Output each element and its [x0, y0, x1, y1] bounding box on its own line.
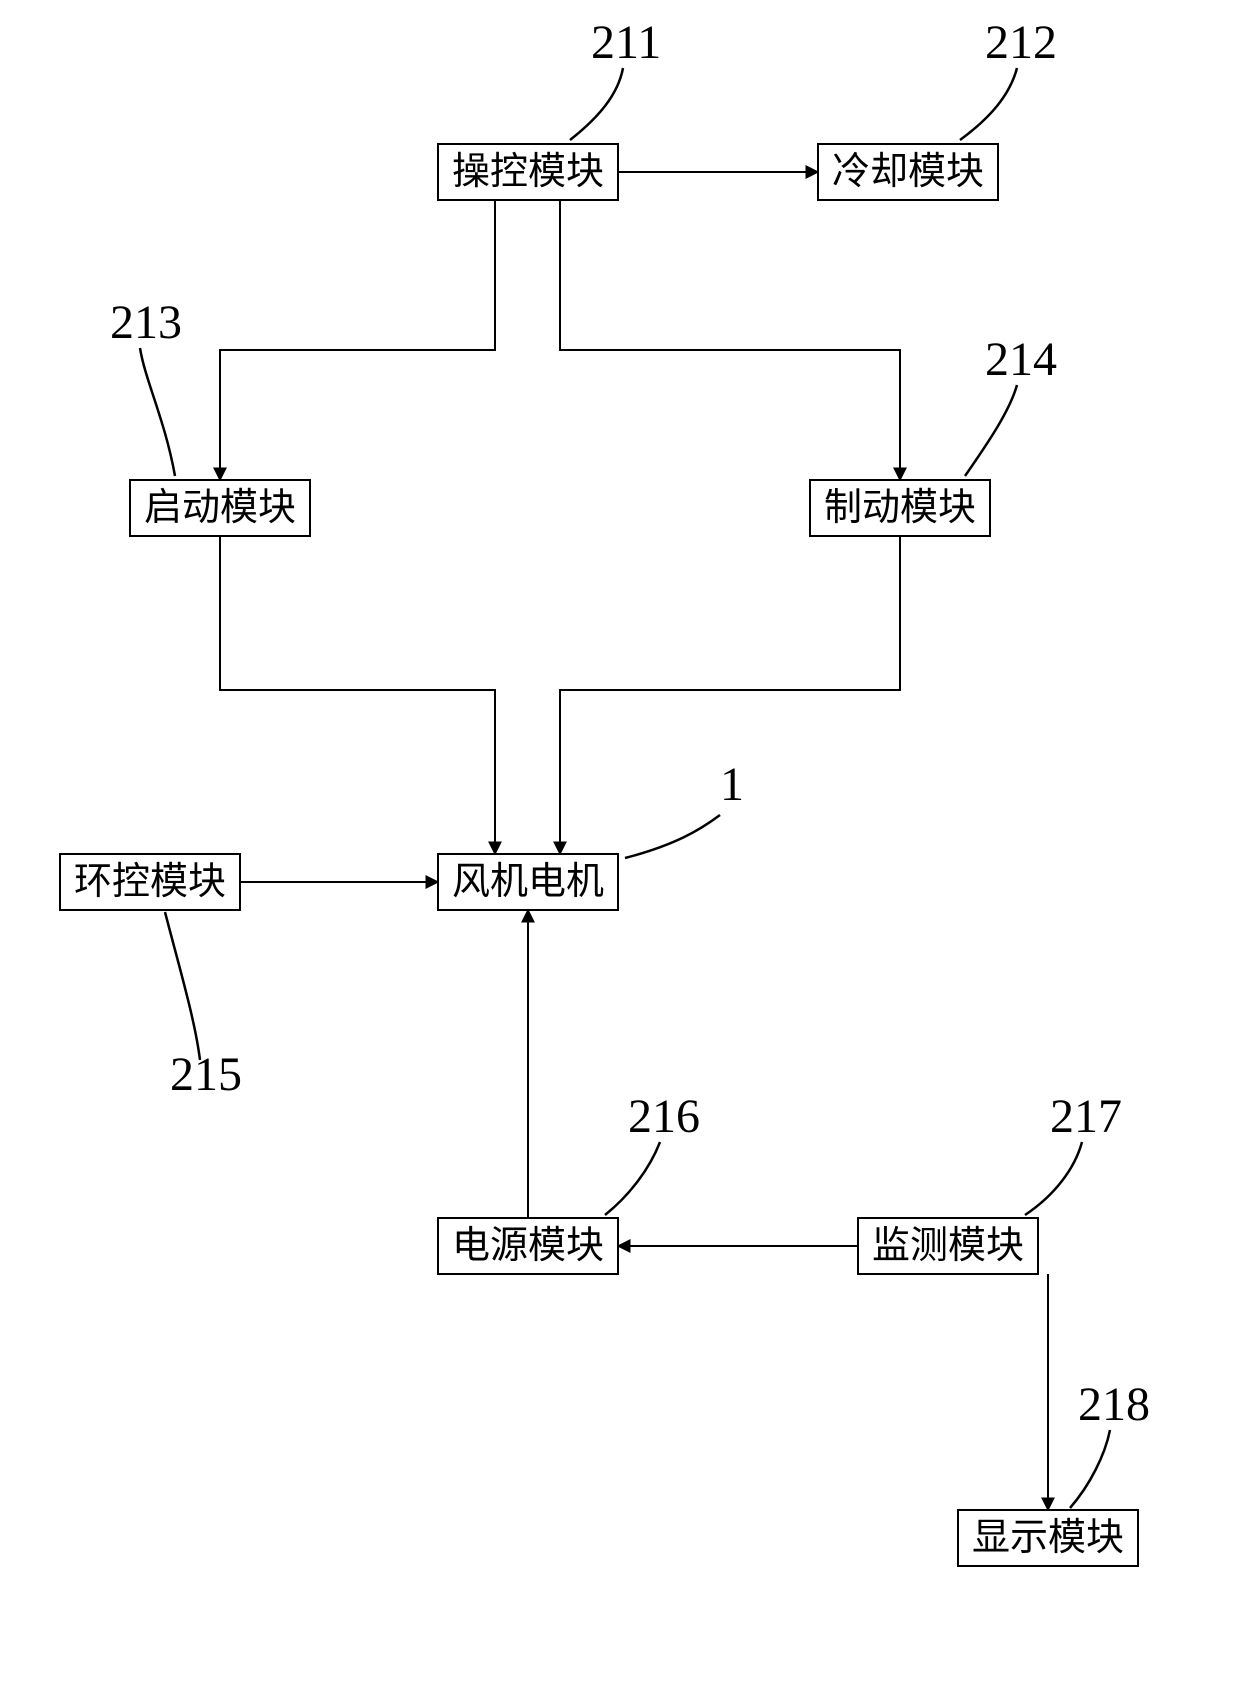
leader-control-line	[570, 68, 623, 140]
leader-brake-line	[965, 385, 1017, 476]
leader-power-line	[605, 1142, 660, 1215]
leaders-layer: 211 212 213 214 215 1 216 217 218	[110, 16, 1150, 1508]
node-power: 电源模块	[438, 1218, 618, 1274]
leader-power: 216	[605, 1090, 700, 1215]
leader-display-line	[1070, 1430, 1110, 1508]
leader-monitor: 217	[1025, 1090, 1122, 1215]
node-env: 环控模块	[60, 854, 240, 910]
leader-env: 215	[165, 912, 242, 1101]
leader-display: 218	[1070, 1378, 1150, 1508]
ref-control: 211	[591, 16, 661, 69]
node-control: 操控模块	[438, 144, 618, 200]
ref-brake: 214	[985, 333, 1057, 386]
leader-motor-line	[625, 815, 720, 858]
node-brake-label: 制动模块	[824, 487, 976, 529]
node-monitor: 监测模块	[858, 1218, 1038, 1274]
node-control-label: 操控模块	[452, 151, 604, 193]
node-brake: 制动模块	[810, 480, 990, 536]
node-cooling-label: 冷却模块	[832, 151, 984, 193]
ref-power: 216	[628, 1090, 700, 1143]
node-cooling: 冷却模块	[818, 144, 998, 200]
leader-control: 211	[570, 16, 661, 140]
leader-monitor-line	[1025, 1142, 1082, 1215]
leader-cooling-line	[960, 68, 1017, 140]
leader-brake: 214	[965, 333, 1057, 476]
ref-cooling: 212	[985, 16, 1057, 69]
edge-control-to-start	[220, 200, 495, 480]
ref-env: 215	[170, 1048, 242, 1101]
node-env-label: 环控模块	[74, 861, 226, 903]
diagram-canvas: 操控模块 冷却模块启动模块 制动模块环控模块 风机电机电源模块 监测模块显示模块 211…	[0, 0, 1240, 1706]
node-motor-label: 风机电机	[452, 861, 604, 903]
edge-start-to-motor	[220, 536, 495, 854]
node-motor: 风机电机	[438, 854, 618, 910]
ref-motor: 1	[720, 758, 744, 811]
node-power-label: 电源模块	[452, 1225, 604, 1267]
ref-monitor: 217	[1050, 1090, 1122, 1143]
leader-start-line	[140, 348, 175, 476]
nodes-layer: 操控模块 冷却模块启动模块 制动模块环控模块 风机电机电源模块 监测模块显示模块	[60, 144, 1138, 1566]
node-start-label: 启动模块	[144, 487, 296, 529]
edge-control-to-brake	[560, 200, 900, 480]
ref-display: 218	[1078, 1378, 1150, 1431]
leader-motor: 1	[625, 758, 744, 858]
ref-start: 213	[110, 296, 182, 349]
node-display-label: 显示模块	[972, 1517, 1124, 1559]
leader-cooling: 212	[960, 16, 1057, 140]
node-monitor-label: 监测模块	[872, 1225, 1024, 1267]
leader-env-line	[165, 912, 200, 1060]
node-display: 显示模块	[958, 1510, 1138, 1566]
node-start: 启动模块	[130, 480, 310, 536]
leader-start: 213	[110, 296, 182, 476]
edges-layer	[220, 172, 1048, 1510]
